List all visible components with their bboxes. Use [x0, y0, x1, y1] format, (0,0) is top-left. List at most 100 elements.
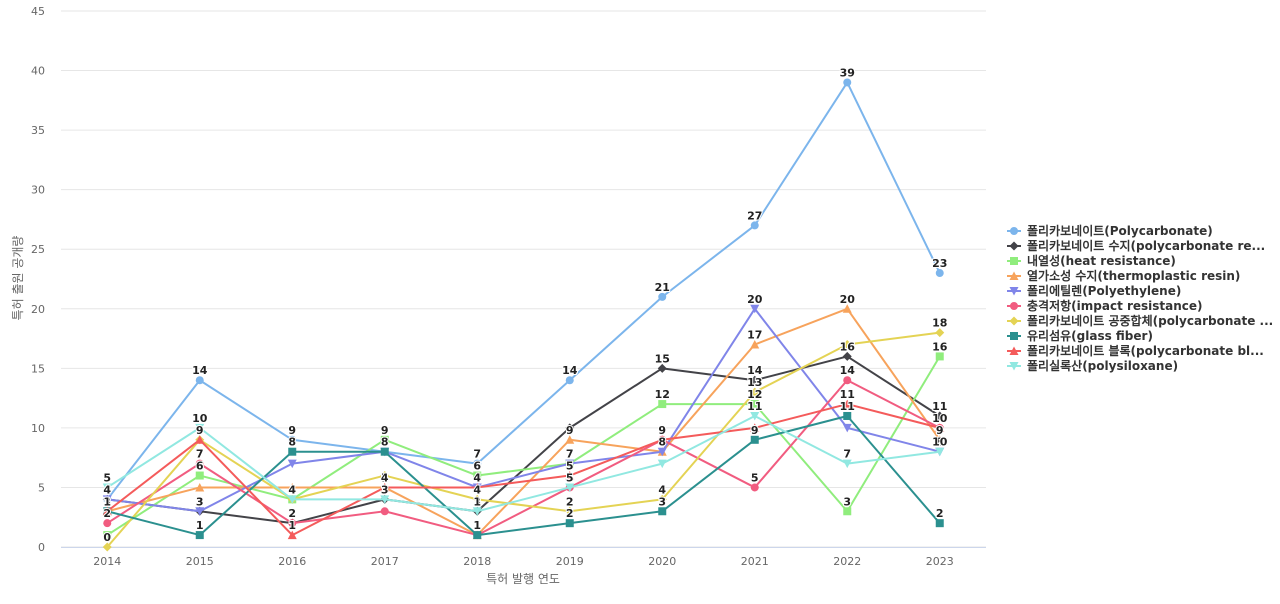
legend-item[interactable]: 유리섬유(glass fiber): [1007, 328, 1153, 343]
data-point-marker[interactable]: [380, 471, 390, 481]
data-point-marker[interactable]: [935, 411, 945, 421]
data-point-marker[interactable]: [657, 435, 667, 444]
data-point-marker[interactable]: [287, 459, 297, 469]
data-point-marker[interactable]: [195, 376, 204, 385]
data-point-marker[interactable]: [565, 459, 575, 469]
data-point-marker[interactable]: [380, 482, 390, 492]
data-point-marker[interactable]: [565, 506, 575, 516]
data-point-marker[interactable]: [472, 494, 482, 504]
data-point-marker[interactable]: [750, 435, 759, 444]
data-point-marker[interactable]: [750, 400, 759, 409]
data-point-marker[interactable]: [935, 519, 944, 528]
legend-item[interactable]: 충격저항(impact resistance): [1007, 298, 1203, 313]
data-point-marker[interactable]: [102, 483, 112, 492]
data-point-marker[interactable]: [657, 494, 667, 504]
legend-item[interactable]: 폴리에틸렌(Polyethylene): [1007, 283, 1181, 298]
data-point-marker[interactable]: [195, 435, 205, 444]
data-point-marker[interactable]: [935, 328, 945, 338]
data-label: 9: [196, 424, 204, 437]
data-point-marker[interactable]: [473, 531, 482, 540]
data-point-marker[interactable]: [565, 435, 575, 444]
data-point-marker[interactable]: [565, 519, 574, 528]
data-point-marker[interactable]: [843, 411, 852, 420]
data-point-marker[interactable]: [102, 495, 112, 504]
data-point-marker[interactable]: [750, 340, 760, 349]
series-line[interactable]: [106, 355, 941, 536]
data-point-marker[interactable]: [750, 411, 760, 421]
legend-item[interactable]: 내열성(heat resistance): [1007, 253, 1176, 268]
data-point-marker[interactable]: [473, 471, 482, 480]
data-point-marker[interactable]: [288, 519, 297, 528]
series-line[interactable]: [107, 414, 941, 537]
data-point-marker[interactable]: [195, 531, 204, 540]
series-line[interactable]: [106, 331, 940, 548]
data-point-marker[interactable]: [195, 507, 205, 516]
legend-item[interactable]: 폴리카보네이트 공중합체(polycarbonate ...: [1007, 313, 1273, 328]
data-point-marker[interactable]: [380, 435, 389, 444]
data-point-marker[interactable]: [935, 447, 945, 457]
data-point-marker[interactable]: [657, 363, 667, 373]
series-line[interactable]: [106, 379, 941, 537]
data-point-marker[interactable]: [842, 340, 852, 350]
data-point-marker[interactable]: [935, 435, 945, 444]
data-point-marker[interactable]: [935, 352, 944, 361]
data-point-marker[interactable]: [565, 423, 575, 433]
legend-item[interactable]: 폴리카보네이트(Polycarbonate): [1007, 223, 1213, 238]
data-label: 9: [936, 424, 944, 437]
legend-item[interactable]: 열가소성 수지(thermoplastic resin): [1007, 268, 1240, 283]
data-point-marker[interactable]: [843, 376, 852, 385]
data-point-marker[interactable]: [657, 459, 667, 469]
data-point-marker[interactable]: [472, 482, 482, 492]
data-point-marker[interactable]: [103, 519, 112, 528]
series-line[interactable]: [107, 355, 941, 525]
series-line[interactable]: [106, 81, 941, 500]
data-point-marker[interactable]: [195, 482, 205, 492]
data-point-marker[interactable]: [658, 507, 667, 516]
data-point-marker[interactable]: [658, 292, 667, 301]
data-point-marker[interactable]: [288, 447, 297, 456]
data-point-marker[interactable]: [750, 221, 759, 230]
data-point-marker[interactable]: [658, 400, 667, 409]
data-point-marker[interactable]: [102, 506, 112, 516]
data-point-marker[interactable]: [935, 423, 945, 432]
data-point-marker[interactable]: [288, 435, 297, 444]
series-line[interactable]: [106, 414, 940, 513]
data-point-marker[interactable]: [843, 507, 852, 516]
legend-item[interactable]: 폴리카보네이트 블록(polycarbonate bl...: [1007, 343, 1264, 358]
x-tick-label: 2015: [186, 555, 214, 568]
data-point-marker[interactable]: [195, 459, 204, 468]
data-point-marker[interactable]: [842, 351, 852, 361]
legend-item[interactable]: 폴리실록산(polysiloxane): [1007, 358, 1178, 373]
data-point-marker[interactable]: [842, 304, 852, 313]
data-point-marker[interactable]: [750, 304, 760, 314]
data-point-marker[interactable]: [842, 459, 852, 469]
data-point-marker[interactable]: [842, 423, 852, 433]
data-point-marker[interactable]: [842, 399, 852, 409]
data-point-marker[interactable]: [195, 423, 205, 433]
series-line[interactable]: [106, 403, 940, 537]
data-point-marker[interactable]: [565, 483, 575, 492]
data-point-marker[interactable]: [103, 531, 112, 540]
data-point-marker[interactable]: [750, 375, 760, 385]
data-point-marker[interactable]: [750, 483, 759, 492]
data-label: 4: [473, 483, 481, 496]
data-point-marker[interactable]: [287, 530, 297, 540]
legend-item[interactable]: 폴리카보네이트 수지(polycarbonate re...: [1007, 238, 1265, 253]
data-point-marker[interactable]: [565, 376, 574, 385]
data-point-marker[interactable]: [657, 447, 667, 457]
data-point-marker[interactable]: [287, 495, 297, 504]
data-label: 2: [936, 507, 944, 520]
data-point-marker[interactable]: [565, 471, 575, 480]
data-point-marker[interactable]: [472, 507, 482, 516]
data-point-marker[interactable]: [843, 78, 852, 87]
data-point-marker[interactable]: [287, 482, 297, 492]
data-point-marker[interactable]: [102, 542, 112, 552]
data-point-marker[interactable]: [750, 423, 760, 432]
data-point-marker[interactable]: [380, 495, 390, 504]
data-point-marker[interactable]: [750, 387, 760, 397]
data-point-marker[interactable]: [195, 471, 204, 480]
data-point-marker[interactable]: [380, 507, 389, 516]
data-point-marker[interactable]: [935, 269, 944, 278]
data-point-marker[interactable]: [380, 447, 389, 456]
data-point-marker[interactable]: [473, 459, 482, 468]
